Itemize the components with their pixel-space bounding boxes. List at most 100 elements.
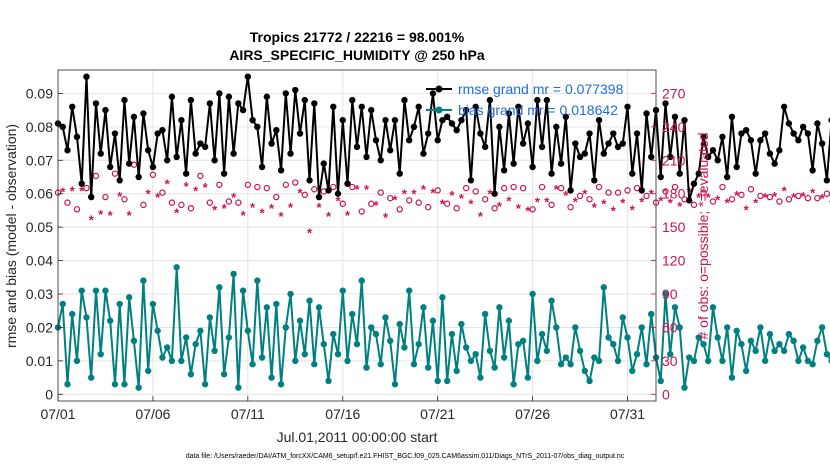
rmse-point [372,137,380,144]
bias-point [557,361,565,368]
obs-possible-marker [738,191,745,199]
rmse-point [225,93,233,100]
y2-tick-label: 270 [662,85,686,101]
rmse-point [182,170,190,177]
obs-possible-marker [140,201,147,209]
rmse-point [73,133,81,141]
rmse-point [723,173,731,181]
rmse-point [330,103,337,110]
bias-point [64,381,71,388]
bias-point [73,357,81,365]
rmse-point [557,160,565,167]
rmse-point [64,147,71,154]
bias-point [614,357,622,365]
obs-evaluated-marker: * [250,200,256,215]
obs-possible-marker [529,206,536,213]
rmse-point [83,73,90,80]
bias-point [230,270,237,278]
bias-point [752,347,759,355]
rmse-point [277,167,285,174]
obs-possible-marker [339,200,346,207]
rmse-point [168,93,176,100]
obs-possible-marker [643,192,650,200]
rmse-point [790,130,797,137]
obs-possible-marker [709,198,717,205]
bias-point [657,377,664,385]
y-tick-label: 0.05 [26,219,53,235]
obs-possible-marker [311,186,318,193]
obs-possible-marker [387,194,394,202]
bias-point [254,277,261,284]
rmse-point [667,153,674,161]
rmse-point [648,153,655,161]
bias-point [154,327,161,334]
bias-point [391,381,399,388]
rmse-point [201,143,209,151]
rmse-point [287,150,294,157]
rmse-point [249,116,256,124]
rmse-point [424,130,432,137]
rmse-point [686,197,693,204]
obs-possible-marker [83,184,90,192]
bias-point [723,324,731,331]
obs-possible-marker [776,198,783,205]
bias-point [562,354,570,361]
rmse-point [97,150,104,157]
bias-point [292,357,299,365]
rmse-point [320,160,327,167]
bias-point [733,327,740,334]
rmse-point [700,133,707,141]
obs-evaluated-marker: * [449,188,455,203]
bias-point [505,317,513,324]
bias-point [296,317,304,324]
obs-possible-marker [586,196,593,203]
bias-point [462,344,470,351]
bias-point [742,367,750,375]
rmse-point [605,140,612,147]
obs-possible-marker [548,201,555,209]
bias-point [406,287,413,294]
bias-point [282,324,290,331]
obs-evaluated-marker: * [354,182,360,197]
bias-point [368,324,375,331]
bias-point [538,330,546,338]
rmse-point [567,187,574,194]
bias-point [358,277,365,284]
obs-possible-marker [197,172,204,180]
rmse-point [491,190,498,197]
obs-possible-marker [624,187,631,194]
bias-point [534,357,541,365]
bias-point [434,377,441,385]
obs-evaluated-marker: * [335,193,341,208]
obs-possible-marker [73,206,81,213]
bias-point [121,381,128,388]
obs-evaluated-marker: * [801,189,807,204]
rmse-point [771,160,778,167]
rmse-point [220,170,228,177]
rmse-point [244,73,252,80]
bias-point [263,304,271,311]
rmse-point [368,106,375,114]
obs-possible-marker [159,189,166,196]
obs-evaluated-marker: * [174,206,180,221]
obs-evaluated-marker: * [753,196,759,211]
bias-point [543,347,551,355]
rmse-point [363,153,370,161]
rmse-point [273,126,280,134]
bias-point [790,337,797,345]
obs-possible-marker [368,200,375,207]
bias-point [629,367,636,375]
bias-point [163,344,171,351]
obs-evaluated-marker: * [421,182,427,197]
legend: rmse grand mr = 0.077398 bias grand mr =… [426,81,624,118]
obs-evaluated-marker: * [725,196,731,211]
y-tick-label: 0.06 [26,186,53,202]
rmse-point [538,143,546,151]
rmse-point [543,96,551,104]
obs-evaluated-marker: * [117,189,123,204]
obs-possible-marker [557,184,565,192]
rmse-point [296,130,304,137]
rmse-point [795,137,802,144]
bias-point [429,317,437,324]
